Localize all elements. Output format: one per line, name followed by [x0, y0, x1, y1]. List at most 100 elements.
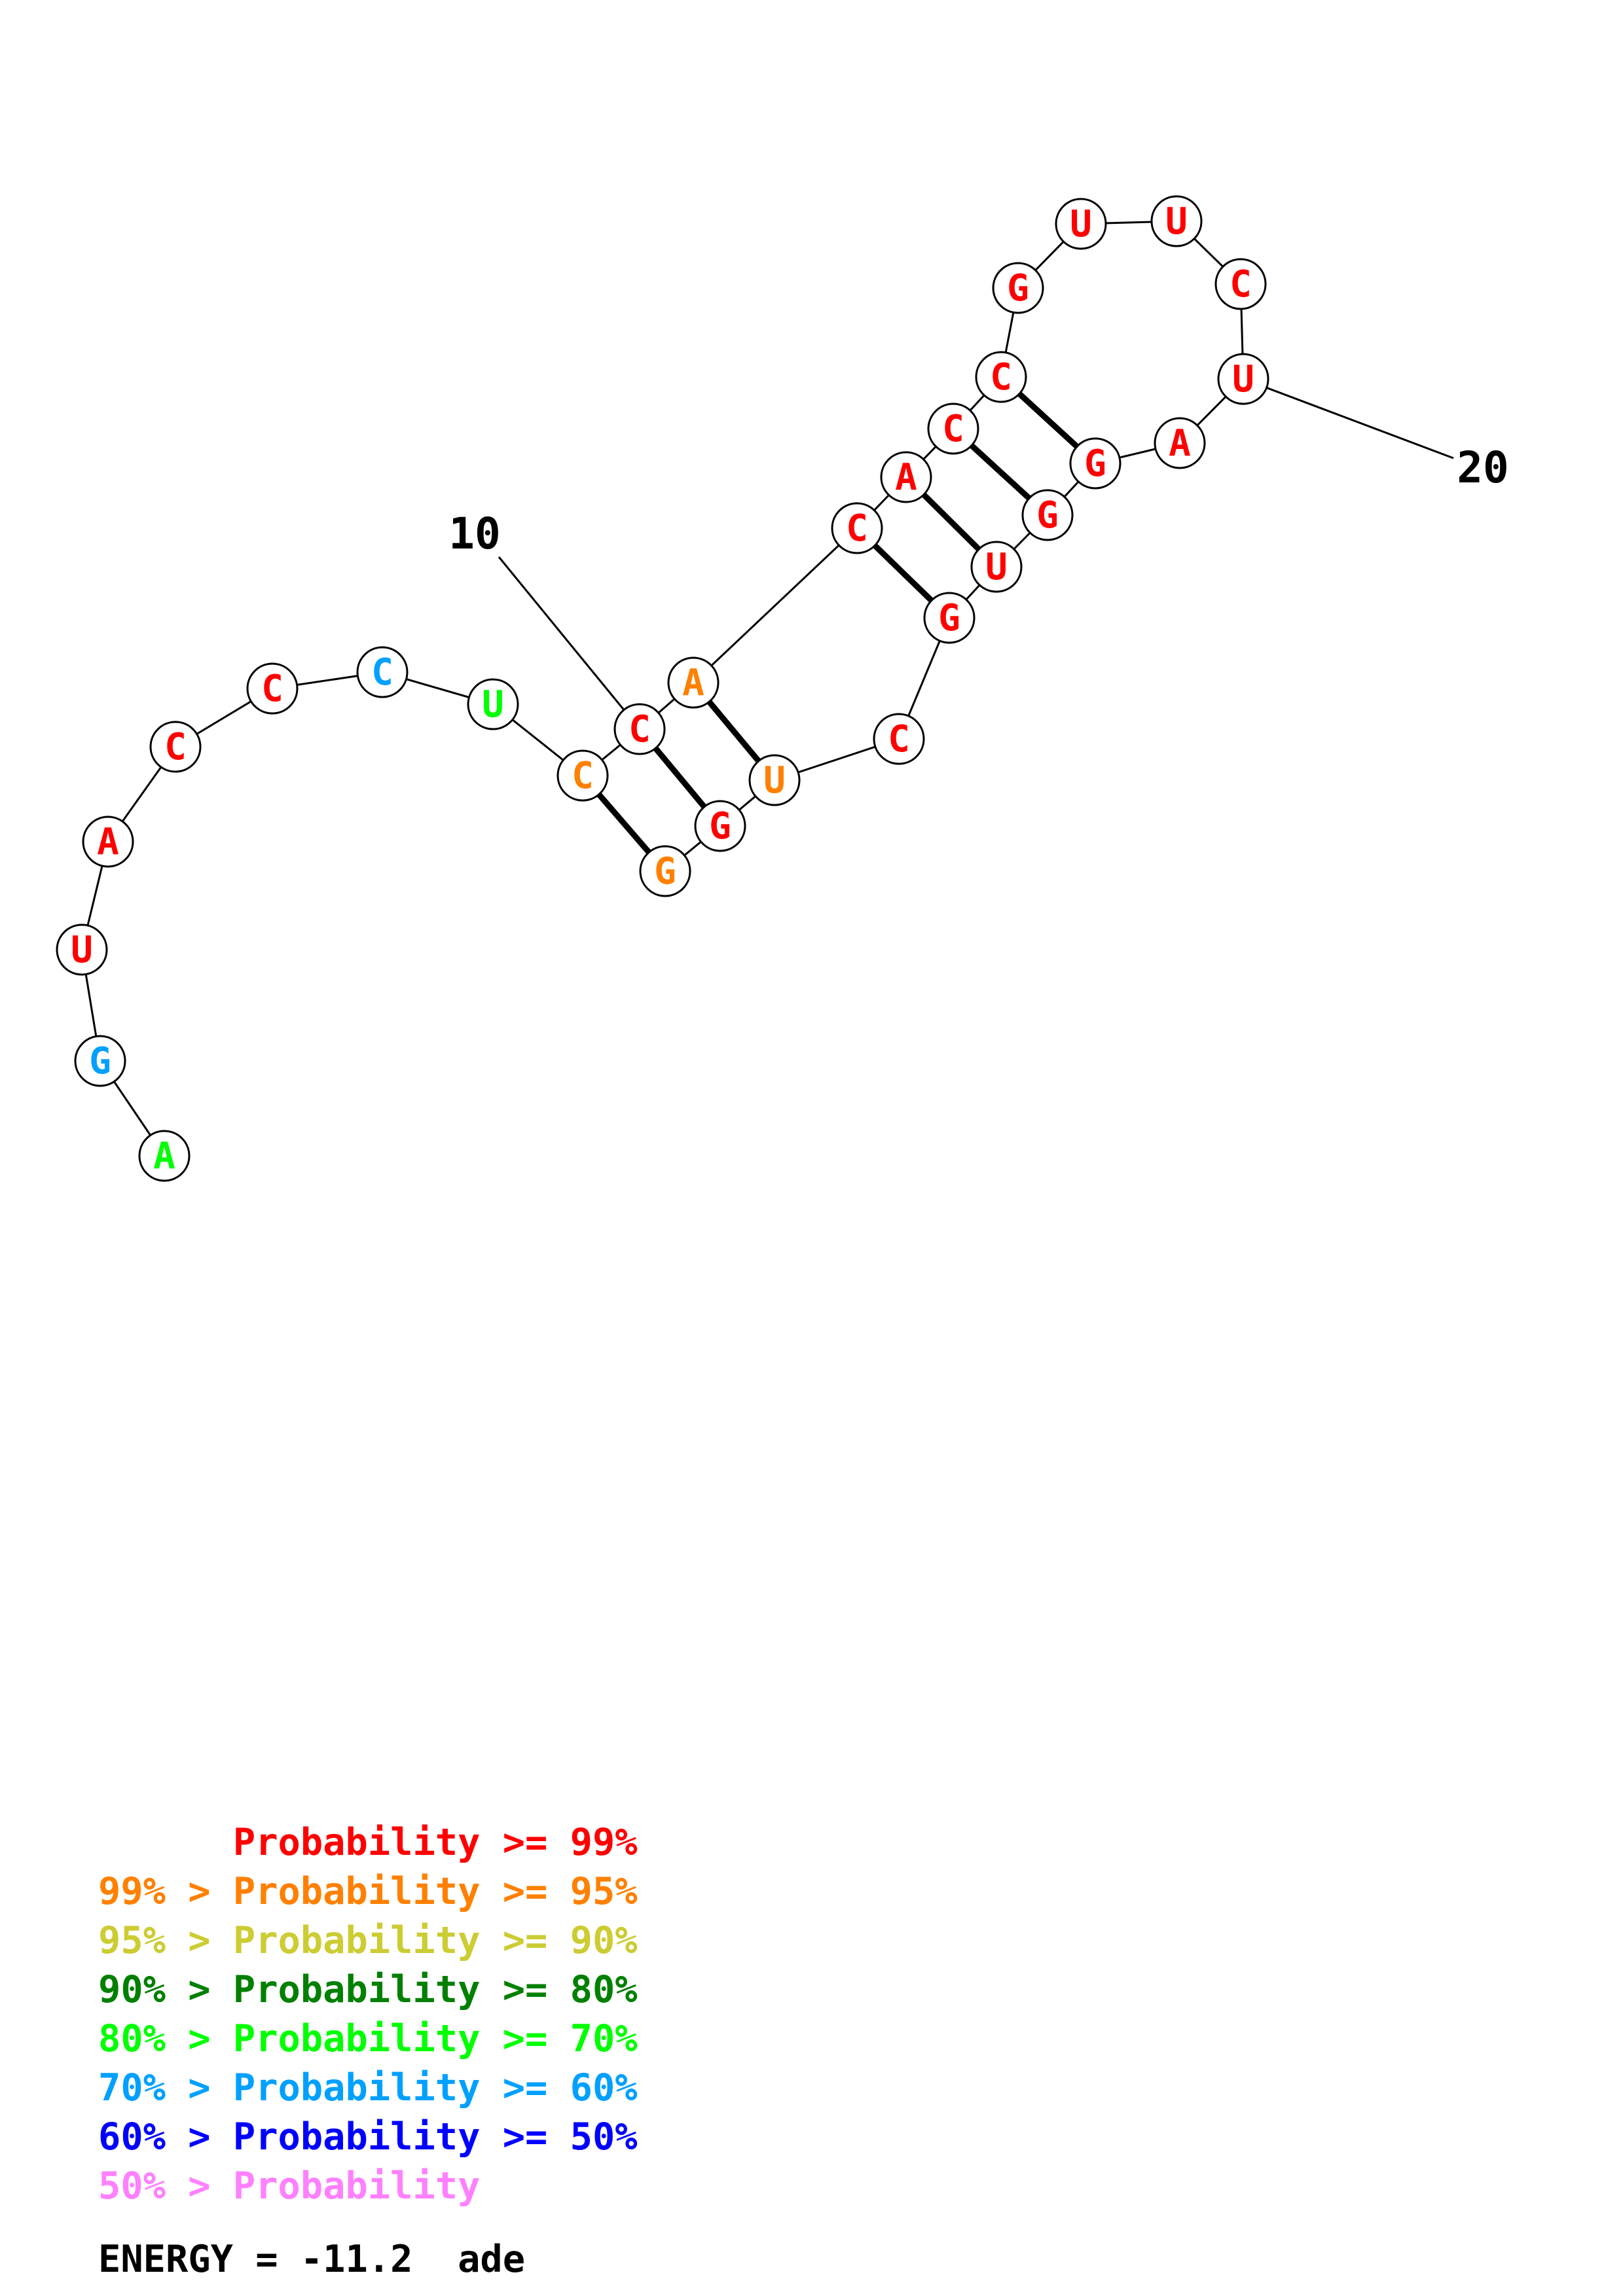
nucleotide-16: G: [992, 262, 1044, 314]
nucleotide-base: G: [938, 597, 960, 639]
nucleotide-base: C: [371, 651, 393, 694]
nucleotide-circle: [873, 713, 925, 765]
legend-row: 70% > Probability >= 60%: [98, 2070, 638, 2107]
nucleotide-2: G: [74, 1035, 126, 1087]
nucleotide-18: U: [1150, 195, 1203, 247]
legend-text: Probability >= 70%: [232, 2017, 638, 2060]
nucleotide-21: A: [1154, 417, 1206, 469]
legend-row: 95% > Probability >= 90%: [98, 1922, 638, 1960]
legend-row: 90% > Probability >= 80%: [98, 1971, 638, 2009]
nucleotide-26: C: [873, 713, 925, 765]
nucleotide-base: G: [654, 850, 676, 893]
base-pair-line: [596, 792, 651, 855]
nucleotide-circle: [138, 1130, 191, 1182]
nucleotide-28: G: [694, 800, 746, 852]
legend-row: 99% > Probability >= 95%: [98, 1873, 638, 1910]
nucleotide-base: C: [846, 507, 868, 550]
nucleotide-circle: [556, 749, 609, 802]
nucleotide-6: C: [246, 662, 299, 715]
nucleotide-7: C: [356, 646, 409, 698]
nucleotide-circle: [246, 662, 299, 715]
nucleotide-22: G: [1069, 437, 1122, 490]
nucleotide-circle: [667, 656, 720, 709]
nucleotide-base: C: [942, 408, 964, 450]
nucleotide-20: U: [1217, 353, 1269, 405]
legend-prefix: 80% >: [98, 2017, 233, 2060]
nucleotide-base: U: [763, 759, 786, 802]
nucleotide-1: A: [138, 1130, 191, 1182]
nucleotide-base: U: [482, 683, 504, 726]
legend-row: Probability >= 99%: [98, 1824, 638, 1861]
nucleotide-circle: [880, 451, 932, 503]
nucleotide-24: U: [970, 541, 1023, 593]
legend-text: Probability >= 80%: [232, 1968, 638, 2011]
nucleotide-base: G: [709, 805, 731, 848]
nucleotide-base: U: [1165, 200, 1188, 243]
nucleotide-circle: [56, 924, 108, 976]
legend-prefix: 99% >: [98, 1870, 233, 1913]
nucleotide-circle: [927, 403, 979, 455]
nucleotide-base: C: [990, 356, 1012, 399]
nucleotide-circle: [1150, 195, 1203, 247]
nucleotide-base: U: [71, 929, 93, 971]
nucleotide-13: A: [880, 451, 932, 503]
nucleotide-circle: [694, 800, 746, 852]
nucleotide-base: A: [97, 821, 119, 863]
base-pair-line: [1017, 391, 1080, 449]
energy-label: ENERGY = -11.2 ade: [98, 2238, 526, 2281]
base-pair-line: [653, 746, 707, 809]
base-pair-line: [969, 443, 1032, 501]
base-pair-line: [706, 700, 761, 763]
nucleotide-base: G: [89, 1040, 111, 1083]
nucleotide-base: G: [1007, 267, 1029, 310]
position-label: 10: [448, 509, 500, 559]
position-tick-line: [1243, 378, 1454, 459]
legend-text: Probability: [232, 2164, 481, 2208]
legend-row: 50% > Probability: [98, 2168, 480, 2205]
nucleotide-15: C: [975, 351, 1027, 403]
nucleotide-circle: [613, 703, 666, 755]
nucleotide-11: A: [667, 656, 720, 709]
base-pair-line: [873, 543, 934, 603]
backbone-segment: [692, 527, 858, 684]
legend-row: 80% > Probability >= 70%: [98, 2020, 638, 2058]
nucleotide-5: C: [149, 721, 202, 773]
position-label: 20: [1457, 442, 1508, 493]
nucleotide-19: C: [1214, 258, 1267, 310]
nucleotide-9: C: [556, 749, 609, 802]
base-pair-lines: [596, 391, 1080, 855]
legend-prefix: 60% >: [98, 2115, 233, 2159]
nucleotide-base: A: [682, 662, 704, 704]
legend-prefix: [98, 1821, 233, 1864]
nucleotide-base: C: [1230, 263, 1252, 306]
nucleotide-circle: [923, 592, 976, 644]
legend-prefix: 70% >: [98, 2066, 233, 2109]
nucleotide-circle: [467, 678, 519, 730]
nucleotide-4: A: [82, 816, 134, 868]
nucleotide-27: U: [748, 754, 801, 806]
nucleotide-circle: [970, 541, 1023, 593]
legend-row: 60% > Probability >= 50%: [98, 2119, 638, 2156]
nucleotide-circle: [1214, 258, 1267, 310]
nucleotide-25: G: [923, 592, 976, 644]
nucleotide-circle: [356, 646, 409, 698]
base-pair-line: [921, 492, 981, 552]
nucleotide-8: U: [467, 678, 519, 730]
nucleotide-circle: [74, 1035, 126, 1087]
legend-prefix: 95% >: [98, 1919, 233, 1962]
legend-text: Probability >= 99%: [232, 1821, 638, 1864]
nucleotide-circle: [748, 754, 801, 806]
position-label-lines: [498, 378, 1454, 730]
nucleotide-circle: [1154, 417, 1206, 469]
nucleotide-14: C: [927, 403, 979, 455]
nucleotide-base: G: [1036, 494, 1059, 537]
nucleotide-circle: [82, 816, 134, 868]
nucleotide-circle: [1069, 437, 1122, 490]
nucleotide-23: G: [1021, 489, 1074, 541]
nucleotide-3: U: [56, 924, 108, 976]
nucleotide-base: U: [985, 546, 1008, 588]
nucleotide-base: A: [895, 456, 917, 499]
nucleotide-base: U: [1232, 358, 1254, 401]
